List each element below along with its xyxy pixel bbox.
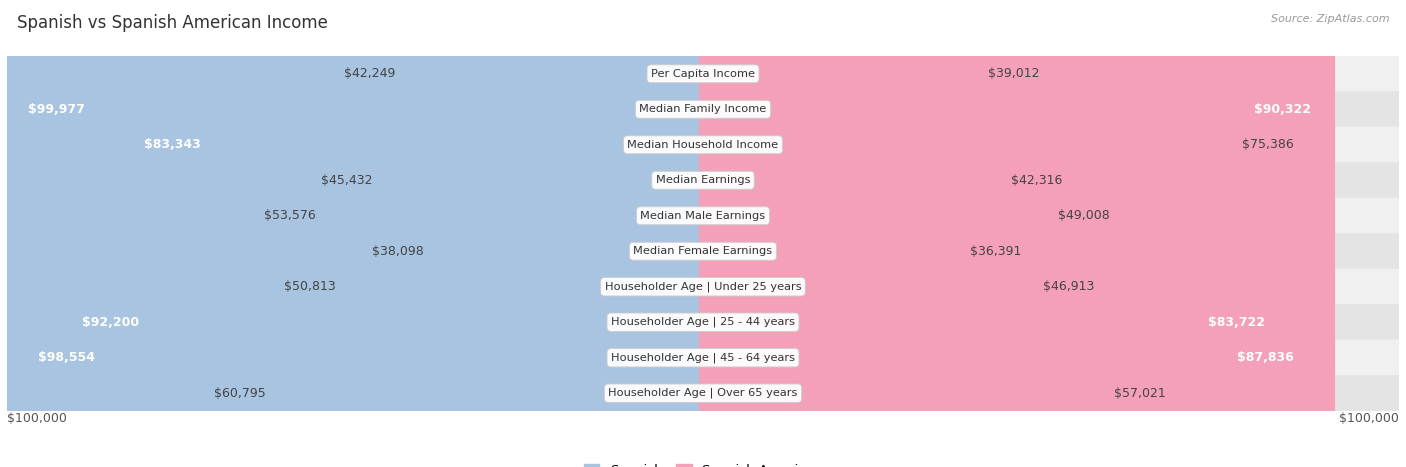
Legend: Spanish, Spanish American: Spanish, Spanish American [578,459,828,467]
FancyBboxPatch shape [434,0,706,467]
Text: $87,836: $87,836 [1237,351,1294,364]
FancyBboxPatch shape [700,0,1047,467]
Text: $50,813: $50,813 [284,280,336,293]
Text: $42,316: $42,316 [1011,174,1063,187]
Text: Median Earnings: Median Earnings [655,175,751,185]
Text: $75,386: $75,386 [1241,138,1294,151]
Text: $39,012: $39,012 [988,67,1040,80]
FancyBboxPatch shape [700,0,1336,467]
FancyBboxPatch shape [7,233,1399,269]
FancyBboxPatch shape [4,0,706,467]
FancyBboxPatch shape [700,0,1001,467]
Text: Spanish vs Spanish American Income: Spanish vs Spanish American Income [17,14,328,32]
FancyBboxPatch shape [700,0,960,467]
FancyBboxPatch shape [700,0,979,467]
Text: $42,249: $42,249 [343,67,395,80]
FancyBboxPatch shape [58,0,706,467]
Text: $36,391: $36,391 [970,245,1022,258]
Text: $57,021: $57,021 [1114,387,1166,400]
FancyBboxPatch shape [7,304,1399,340]
Text: $45,432: $45,432 [322,174,373,187]
Text: $46,913: $46,913 [1043,280,1095,293]
Text: Householder Age | 45 - 64 years: Householder Age | 45 - 64 years [612,353,794,363]
Text: $98,554: $98,554 [38,351,96,364]
FancyBboxPatch shape [7,127,1399,163]
Text: $92,200: $92,200 [82,316,139,329]
Text: Median Family Income: Median Family Income [640,104,766,114]
Text: $60,795: $60,795 [214,387,266,400]
Text: Householder Age | Under 25 years: Householder Age | Under 25 years [605,282,801,292]
FancyBboxPatch shape [7,91,1399,127]
Text: Source: ZipAtlas.com: Source: ZipAtlas.com [1271,14,1389,24]
FancyBboxPatch shape [7,340,1399,376]
FancyBboxPatch shape [700,0,1232,467]
Text: Median Female Earnings: Median Female Earnings [634,246,772,256]
Text: $83,722: $83,722 [1208,316,1265,329]
FancyBboxPatch shape [7,162,1399,198]
Text: $53,576: $53,576 [264,209,316,222]
FancyBboxPatch shape [700,0,1104,467]
FancyBboxPatch shape [7,375,1399,411]
Text: $49,008: $49,008 [1057,209,1109,222]
Text: Median Male Earnings: Median Male Earnings [641,211,765,221]
FancyBboxPatch shape [700,0,1317,467]
Text: $38,098: $38,098 [373,245,425,258]
Text: $83,343: $83,343 [143,138,201,151]
FancyBboxPatch shape [277,0,706,467]
FancyBboxPatch shape [7,198,1399,234]
FancyBboxPatch shape [700,0,1033,467]
FancyBboxPatch shape [14,0,706,467]
FancyBboxPatch shape [384,0,706,467]
FancyBboxPatch shape [7,269,1399,305]
Text: $100,000: $100,000 [7,412,67,425]
Text: $99,977: $99,977 [28,103,84,116]
Text: Householder Age | 25 - 44 years: Householder Age | 25 - 44 years [612,317,794,327]
FancyBboxPatch shape [346,0,706,467]
FancyBboxPatch shape [7,56,1399,92]
FancyBboxPatch shape [326,0,706,467]
Text: Householder Age | Over 65 years: Householder Age | Over 65 years [609,388,797,398]
Text: Median Household Income: Median Household Income [627,140,779,150]
Text: $100,000: $100,000 [1339,412,1399,425]
FancyBboxPatch shape [120,0,706,467]
Text: $90,322: $90,322 [1254,103,1310,116]
Text: Per Capita Income: Per Capita Income [651,69,755,79]
FancyBboxPatch shape [405,0,706,467]
FancyBboxPatch shape [700,0,1289,467]
